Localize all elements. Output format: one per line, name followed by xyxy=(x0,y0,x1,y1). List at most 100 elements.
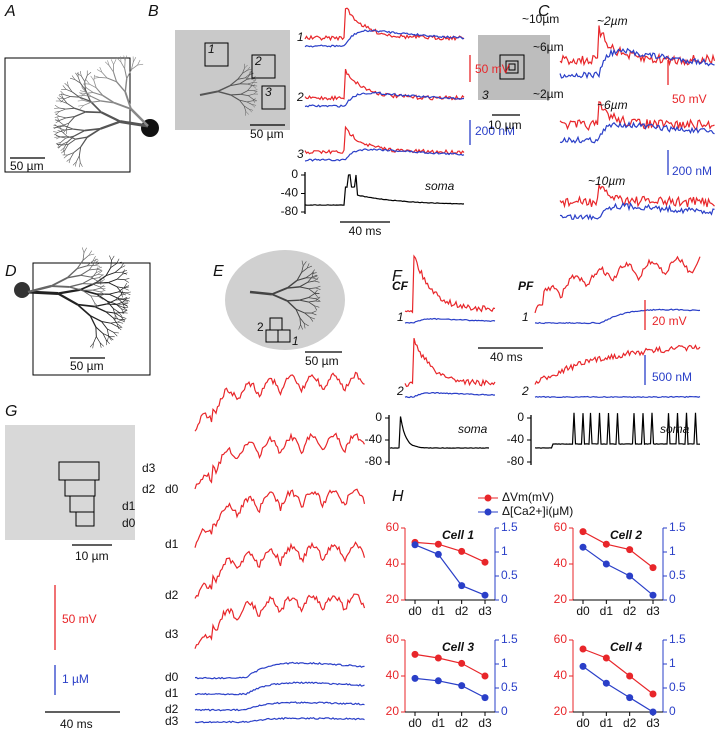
label: d2 xyxy=(165,702,179,716)
dendrite xyxy=(123,55,126,62)
x-tick-label: d2 xyxy=(623,716,637,730)
dendrite xyxy=(123,287,129,291)
dendrite xyxy=(58,125,63,129)
dendrite xyxy=(248,93,254,96)
dendrite xyxy=(95,270,102,274)
label: 0 xyxy=(517,410,524,424)
dendrite xyxy=(76,155,80,162)
dendrite xyxy=(308,297,316,300)
trace xyxy=(304,68,465,102)
dendrite xyxy=(307,280,315,283)
label: d0 xyxy=(122,516,136,530)
dendrite xyxy=(242,67,245,74)
label: H xyxy=(392,488,404,505)
series-line xyxy=(414,653,486,677)
dendrite xyxy=(299,299,309,303)
label: -40 xyxy=(507,432,525,446)
dendrite xyxy=(137,59,141,66)
dendrite xyxy=(120,61,126,69)
label: d1 xyxy=(165,537,179,551)
dendrite xyxy=(65,107,75,110)
dendrite xyxy=(248,108,253,113)
roi-box xyxy=(204,42,229,67)
dendrite xyxy=(88,253,95,256)
dendrite xyxy=(77,265,88,270)
trace xyxy=(534,412,701,449)
label: soma xyxy=(425,179,455,193)
label: ~2µm xyxy=(533,87,564,101)
dendrite xyxy=(114,267,121,273)
dendrite xyxy=(27,284,52,294)
x-tick-label: d3 xyxy=(646,604,660,618)
dendrite xyxy=(305,273,312,279)
dendrite xyxy=(121,271,127,275)
chart-title: Cell 4 xyxy=(610,640,642,654)
dendrite xyxy=(311,269,315,274)
label: d2 xyxy=(165,588,179,602)
dendrite xyxy=(88,263,94,271)
dendrite xyxy=(247,82,253,85)
point xyxy=(626,546,634,554)
dendrite xyxy=(59,136,66,139)
dendrite xyxy=(246,101,253,105)
dendrite xyxy=(113,317,121,320)
dendrite xyxy=(94,262,100,266)
trace xyxy=(194,681,365,696)
dendrite xyxy=(109,255,112,261)
dendrite xyxy=(116,261,122,264)
dendrite xyxy=(108,278,118,284)
dendrite xyxy=(63,154,68,159)
dendrite xyxy=(64,125,74,130)
point xyxy=(481,558,489,566)
dendrite xyxy=(84,75,88,82)
dendrite xyxy=(306,263,310,269)
label: ~6µm xyxy=(533,40,564,54)
dendrite xyxy=(83,247,87,253)
dendrite xyxy=(110,260,112,268)
trace xyxy=(304,29,465,48)
dendrite xyxy=(116,304,123,308)
dendrite xyxy=(93,258,97,265)
trace xyxy=(534,308,701,325)
dendrite xyxy=(70,77,75,80)
label: 50 mV xyxy=(672,92,707,106)
dendrite xyxy=(130,108,149,127)
dendrite xyxy=(116,323,119,329)
image-c xyxy=(478,35,550,100)
y-tick-label: 20 xyxy=(554,592,568,606)
dendrite xyxy=(309,317,314,322)
point xyxy=(434,654,442,662)
dendrite xyxy=(94,303,107,308)
dendrite xyxy=(54,116,60,118)
dendrite xyxy=(113,101,132,110)
dendrite xyxy=(66,116,75,119)
dendrite xyxy=(252,79,257,83)
dendrite xyxy=(116,326,122,331)
label: soma xyxy=(660,422,690,436)
dendrite xyxy=(306,265,313,269)
point xyxy=(602,540,610,548)
label: 2 xyxy=(521,384,529,398)
trace xyxy=(194,661,365,680)
dendrite xyxy=(312,275,318,279)
dendrite xyxy=(229,78,239,87)
dendrite xyxy=(58,144,62,149)
soma xyxy=(14,282,30,298)
trace xyxy=(194,488,366,548)
label: d3 xyxy=(165,714,179,728)
dendrite xyxy=(108,293,118,299)
dendrite xyxy=(82,255,89,261)
dendrite xyxy=(81,87,86,93)
trace xyxy=(304,148,465,162)
point xyxy=(411,650,419,658)
label: 2 xyxy=(254,54,262,68)
y-tick-label: 20 xyxy=(386,704,400,718)
dendrite xyxy=(77,303,95,308)
dendrite xyxy=(79,96,91,102)
dendrite xyxy=(217,90,231,96)
dendrite xyxy=(313,289,318,295)
trace xyxy=(304,91,465,108)
dendrite xyxy=(95,326,104,334)
dendrite xyxy=(60,100,68,104)
dendrite xyxy=(314,292,320,295)
